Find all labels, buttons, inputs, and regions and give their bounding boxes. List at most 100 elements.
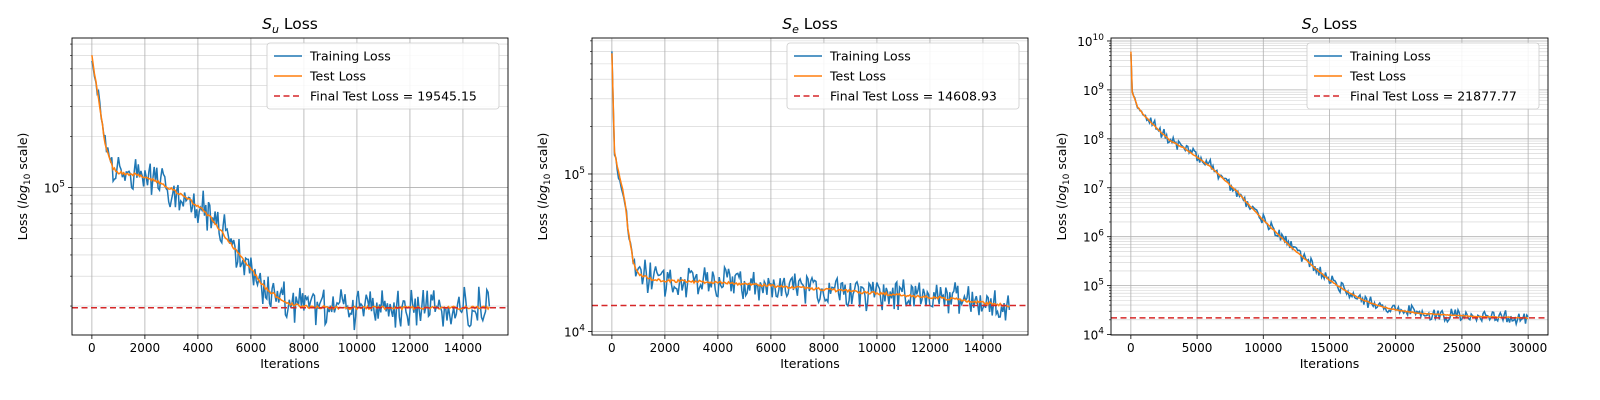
x-tick-label: 4000 — [703, 341, 734, 355]
y-label-prefix: Loss ( — [1054, 204, 1069, 240]
legend-label-final: Final Test Loss = 14608.93 — [830, 89, 997, 104]
y-tick-base: 10 — [1083, 84, 1098, 98]
title-symbol: S — [262, 15, 272, 33]
y-tick-exponent: 10 — [1093, 33, 1105, 43]
x-tick-label: 12000 — [911, 341, 949, 355]
chart-panel-3: 0 5000 10000 15000 20000 25000 300001041051061… — [1054, 15, 1549, 371]
title-suffix: Loss — [1318, 15, 1357, 33]
title-subscript: u — [272, 23, 279, 36]
y-tick-base: 10 — [1083, 182, 1098, 196]
legend-label-training: Training Loss — [309, 49, 391, 64]
chart-title: So Loss — [1302, 15, 1358, 36]
x-tick-label: 6000 — [236, 341, 267, 355]
y-tick-label: 105 — [564, 166, 585, 182]
chart-panel-2: 0 2000 4000 6000 8000 10000 12000 14000104105Se… — [535, 15, 1029, 371]
x-tick-label: 25000 — [1443, 341, 1481, 355]
y-tick-exponent: 9 — [1098, 82, 1104, 92]
chart-title: Su Loss — [262, 15, 318, 36]
legend: Training Loss Test Loss Final Test Loss = … — [786, 42, 1020, 110]
legend-label-training: Training Loss — [1349, 49, 1431, 64]
y-tick-exponent: 6 — [1098, 229, 1104, 239]
x-tick-label: 0 — [88, 341, 96, 355]
training-loss-line — [1130, 54, 1529, 327]
test-loss-line — [91, 55, 491, 311]
legend-box — [786, 42, 1020, 110]
chart-title: Se Loss — [782, 15, 838, 36]
legend-label-training: Training Loss — [829, 49, 911, 64]
x-tick-label: 5000 — [1182, 341, 1213, 355]
y-tick-exponent: 5 — [579, 166, 585, 176]
y-tick-base: 10 — [564, 168, 579, 182]
training-loss-line — [611, 51, 1011, 321]
x-tick-label: 10000 — [338, 341, 376, 355]
y-label-suffix: scale) — [1054, 133, 1069, 174]
x-tick-label: 12000 — [391, 341, 429, 355]
x-axis-label: Iterations — [260, 356, 320, 371]
x-tick-label: 14000 — [444, 341, 482, 355]
data-lines — [592, 51, 1028, 321]
y-label-prefix: Loss ( — [15, 204, 30, 240]
chart-panel-1: 0 2000 4000 6000 8000 10000 12000 14000 105 Su Lo… — [15, 15, 509, 371]
x-tick-label: 4000 — [183, 341, 214, 355]
data-lines — [1111, 51, 1548, 327]
y-label-subscript: 10 — [1062, 173, 1072, 185]
y-tick-exponent: 4 — [579, 323, 585, 333]
y-axis-label: Loss (log10 scale) — [535, 133, 553, 241]
y-tick-base: 10 — [1083, 280, 1098, 294]
y-tick-label: 104 — [1083, 327, 1104, 343]
legend-label-final: Final Test Loss = 19545.15 — [310, 89, 477, 104]
y-tick-label: 105 — [44, 179, 65, 195]
x-axis-label: Iterations — [780, 356, 840, 371]
y-tick-label: 108 — [1083, 131, 1104, 147]
y-tick-exponent: 4 — [1098, 327, 1104, 337]
title-suffix: Loss — [279, 15, 318, 33]
title-symbol: S — [782, 15, 792, 33]
y-axis-label: Loss (log10 scale) — [1054, 133, 1072, 241]
y-tick-base: 10 — [1083, 231, 1098, 245]
x-tick-label: 6000 — [756, 341, 787, 355]
title-subscript: e — [792, 23, 799, 36]
y-tick-exponent: 5 — [1098, 278, 1104, 288]
title-suffix: Loss — [799, 15, 838, 33]
y-tick-base: 10 — [1083, 133, 1098, 147]
x-tick-label: 2000 — [650, 341, 681, 355]
y-tick-exponent: 8 — [1098, 131, 1104, 141]
legend-label-test: Test Loss — [309, 69, 366, 84]
test-loss-line — [611, 53, 1010, 308]
y-tick-base: 10 — [564, 325, 579, 339]
x-tick-label: 0 — [1127, 341, 1135, 355]
y-label-subscript: 10 — [543, 173, 553, 185]
y-label-log: log — [1054, 185, 1069, 204]
x-tick-label: 20000 — [1377, 341, 1415, 355]
data-lines — [72, 55, 508, 331]
x-tick-label: 0 — [608, 341, 616, 355]
legend: Training Loss Test Loss Final Test Loss = … — [266, 42, 500, 110]
y-label-subscript: 10 — [23, 173, 33, 185]
test-loss-line — [1130, 51, 1529, 320]
legend: Training Loss Test Loss Final Test Loss = … — [1306, 42, 1540, 110]
axes-frame — [591, 37, 1029, 336]
x-tick-label: 10000 — [1244, 341, 1282, 355]
y-tick-exponent: 7 — [1098, 180, 1104, 190]
x-tick-label: 2000 — [130, 341, 161, 355]
y-tick-base: 10 — [44, 181, 59, 195]
y-tick-base: 10 — [1083, 329, 1098, 343]
axes-frame — [71, 37, 509, 336]
y-tick-label: 107 — [1083, 180, 1104, 196]
title-symbol: S — [1302, 15, 1312, 33]
y-axis-label: Loss (log10 scale) — [15, 133, 33, 241]
y-label-suffix: scale) — [535, 133, 550, 174]
y-tick-label: 105 — [1083, 278, 1104, 294]
y-label-log: log — [535, 185, 550, 204]
legend-label-final: Final Test Loss = 21877.77 — [1350, 89, 1517, 104]
legend-box — [266, 42, 500, 110]
y-tick-label: 1010 — [1077, 33, 1104, 49]
x-axis-label: Iterations — [1300, 356, 1360, 371]
x-tick-label: 15000 — [1310, 341, 1348, 355]
legend-label-test: Test Loss — [1349, 69, 1406, 84]
y-tick-label: 106 — [1083, 229, 1104, 245]
y-label-prefix: Loss ( — [535, 204, 550, 240]
x-tick-label: 8000 — [289, 341, 320, 355]
title-subscript: o — [1312, 23, 1319, 36]
